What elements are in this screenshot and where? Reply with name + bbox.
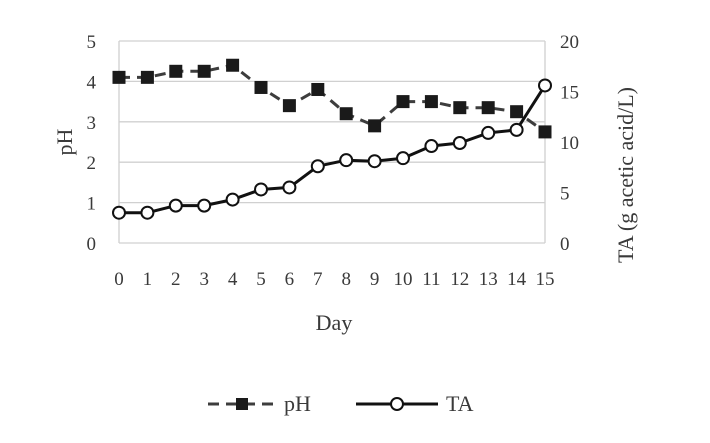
ta-point-day-6 [282, 180, 297, 195]
ph-point-day-14 [510, 105, 524, 119]
ph-point-day-7 [311, 82, 325, 96]
ph-point-day-5 [254, 80, 268, 94]
y-right-tick-label-3: 15 [560, 83, 579, 104]
x-tick-label-9: 9 [370, 269, 380, 290]
ta-point-day-5 [254, 182, 268, 197]
y-right-tick-label-2: 10 [560, 133, 579, 154]
x-tick-label-14: 14 [507, 269, 527, 290]
series-group [112, 58, 552, 220]
y-axis-right-title: TA (g acetic acid/L) [613, 87, 638, 263]
x-tick-label-1: 1 [143, 269, 153, 290]
ta-point-day-7 [310, 159, 325, 174]
y-right-tick-label-0: 0 [560, 234, 570, 255]
x-tick-label-12: 12 [450, 269, 469, 290]
x-tick-label-2: 2 [171, 269, 181, 290]
ta-point-day-11 [424, 139, 439, 154]
ph-point-day-2 [169, 64, 183, 78]
ph-point-day-4 [226, 58, 240, 72]
x-tick-label-15: 15 [536, 269, 555, 290]
ta-point-day-3 [197, 198, 212, 213]
legend: pH TA [208, 391, 474, 416]
legend-ph-label: pH [284, 391, 311, 416]
y-left-tick-label-2: 2 [87, 153, 97, 174]
ph-point-day-10 [396, 95, 410, 109]
ta-point-day-2 [168, 198, 183, 213]
ta-point-day-9 [367, 154, 382, 169]
ta-point-day-8 [339, 153, 354, 168]
x-tick-label-11: 11 [422, 269, 440, 290]
right-y-tick-labels: 0 5 10 15 20 [560, 32, 579, 255]
ph-point-day-13 [481, 101, 495, 115]
ph-point-day-6 [282, 99, 296, 113]
x-tick-label-3: 3 [199, 269, 209, 290]
ph-point-day-0 [112, 70, 126, 84]
x-tick-label-7: 7 [313, 269, 323, 290]
x-tick-label-10: 10 [394, 269, 413, 290]
ta-point-day-10 [396, 151, 410, 166]
y-left-tick-label-0: 0 [87, 234, 97, 255]
series-line-ta [119, 84, 547, 215]
y-left-tick-label-5: 5 [87, 32, 97, 53]
legend-ta-label: TA [446, 391, 474, 416]
y-left-tick-label-4: 4 [87, 72, 97, 93]
x-tick-labels: 0 1 2 3 4 5 6 7 8 9 10 11 12 13 14 15 [114, 269, 554, 290]
x-tick-label-5: 5 [256, 269, 266, 290]
ta-point-day-13 [481, 125, 496, 140]
series-line-ph [119, 63, 546, 134]
ph-point-day-1 [140, 70, 154, 84]
x-tick-label-13: 13 [479, 269, 498, 290]
y-right-tick-label-1: 5 [560, 184, 570, 205]
x-axis-title: Day [316, 310, 353, 335]
legend-ta-marker [390, 397, 404, 411]
ph-point-day-8 [339, 107, 353, 121]
ta-point-day-14 [509, 122, 524, 137]
ta-point-day-4 [225, 192, 240, 207]
left-y-tick-labels: 0 1 2 3 4 5 [87, 32, 97, 255]
x-tick-label-6: 6 [285, 269, 295, 290]
y-left-tick-label-1: 1 [87, 194, 97, 215]
ta-point-day-15 [538, 78, 552, 93]
ph-point-day-12 [453, 101, 467, 115]
y-left-tick-label-3: 3 [87, 113, 97, 134]
y-right-tick-label-4: 20 [560, 32, 579, 53]
x-tick-label-4: 4 [228, 269, 238, 290]
ta-point-day-0 [112, 205, 126, 220]
x-tick-label-0: 0 [114, 269, 124, 290]
x-tick-label-8: 8 [341, 269, 351, 290]
ph-point-day-9 [368, 119, 382, 133]
ta-point-day-1 [140, 205, 155, 220]
ph-point-day-15 [538, 125, 552, 139]
ph-point-day-11 [424, 95, 438, 109]
ta-point-day-12 [452, 136, 467, 151]
ph-point-day-3 [197, 64, 211, 78]
legend-ph-marker [236, 398, 248, 410]
y-axis-left-title: pH [52, 128, 77, 155]
